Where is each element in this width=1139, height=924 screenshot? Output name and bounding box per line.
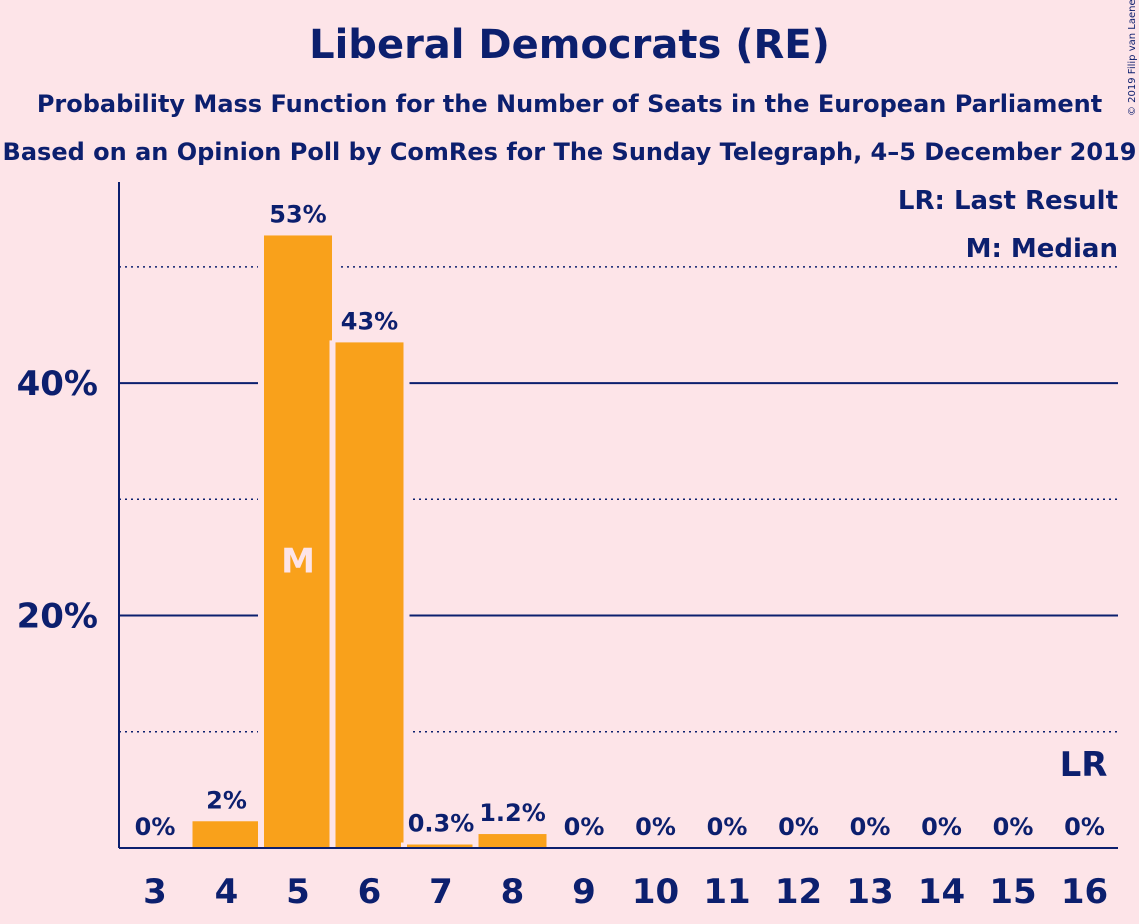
value-label: 0% xyxy=(778,813,819,841)
bar xyxy=(407,844,475,848)
chart-subtitle-1: Probability Mass Function for the Number… xyxy=(36,90,1103,118)
value-label: 0% xyxy=(707,813,748,841)
x-tick-label: 16 xyxy=(1061,872,1108,912)
value-label: 0% xyxy=(564,813,605,841)
x-tick-label: 5 xyxy=(286,872,310,912)
chart-title: Liberal Democrats (RE) xyxy=(309,22,830,68)
value-labels: 0% 2% 53% M 43% 0.3% 1.2% 0% 0% 0% 0% 0% 0% 0% 0% LR xyxy=(135,200,1108,841)
value-label: 1.2% xyxy=(479,799,546,827)
x-tick-label: 7 xyxy=(429,872,453,912)
value-label: 0% xyxy=(135,813,176,841)
bars xyxy=(186,233,553,849)
x-tick-label: 4 xyxy=(215,872,239,912)
x-tick-label: 8 xyxy=(501,872,525,912)
bar xyxy=(192,821,261,848)
copyright-text: © 2019 Filip van Laenen xyxy=(1127,0,1138,116)
x-tick-label: 11 xyxy=(703,872,750,912)
legend-last-result: LR: Last Result xyxy=(898,186,1118,216)
bar xyxy=(335,342,404,848)
x-tick-label: 15 xyxy=(989,872,1036,912)
median-marker: M xyxy=(281,541,315,581)
x-tick-label: 6 xyxy=(358,872,382,912)
legend-median: M: Median xyxy=(966,234,1118,264)
value-label: 0% xyxy=(921,813,962,841)
chart-subtitle-2: Based on an Opinion Poll by ComRes for T… xyxy=(2,138,1137,166)
x-tick-label: 10 xyxy=(632,872,679,912)
x-tick-label: 9 xyxy=(572,872,596,912)
y-tick-label: 40% xyxy=(17,364,98,404)
value-label: 43% xyxy=(341,307,398,335)
value-label: 0% xyxy=(850,813,891,841)
bar xyxy=(264,235,332,849)
value-label: 0% xyxy=(1064,813,1105,841)
value-label: 0.3% xyxy=(408,810,475,838)
y-tick-label: 20% xyxy=(17,597,98,637)
value-label: 0% xyxy=(993,813,1034,841)
value-label: 53% xyxy=(269,200,326,228)
axes: 20% 40% 3 4 5 6 7 8 9 10 11 12 13 14 15 16 xyxy=(17,182,1118,912)
x-tick-label: 14 xyxy=(918,872,965,912)
value-label: 0% xyxy=(635,813,676,841)
last-result-marker: LR xyxy=(1060,745,1108,785)
x-tick-label: 12 xyxy=(775,872,822,912)
value-label: 2% xyxy=(206,786,247,814)
bar xyxy=(478,834,547,848)
x-tick-label: 13 xyxy=(846,872,893,912)
x-tick-label: 3 xyxy=(143,872,167,912)
